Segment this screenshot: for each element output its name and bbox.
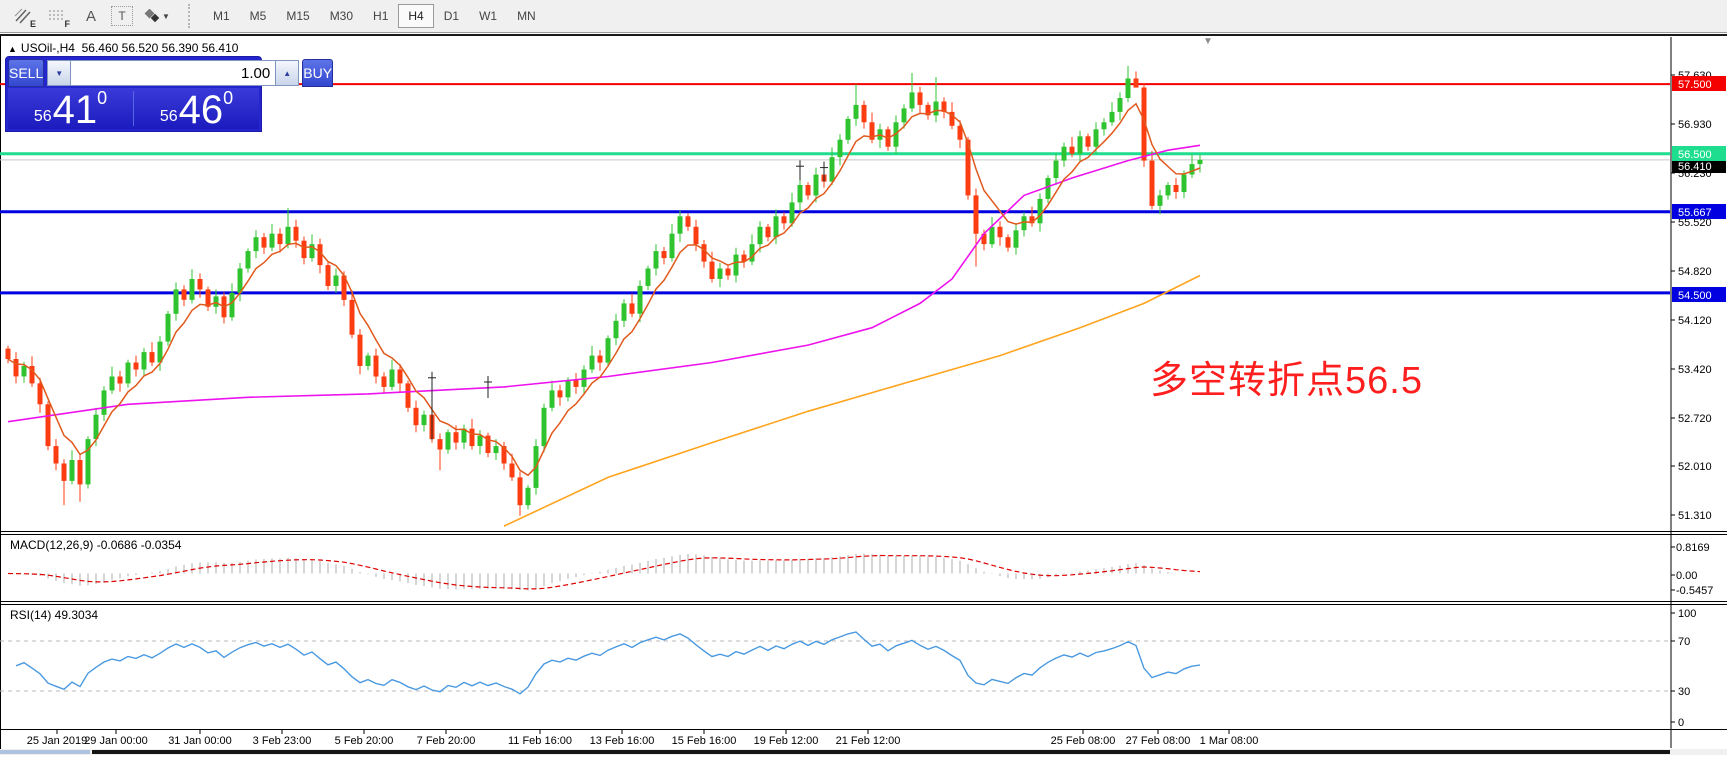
level-lines-and-candles: 57.63056.93056.23055.52054.82054.12053.4… xyxy=(0,37,1727,748)
svg-text:7 Feb 20:00: 7 Feb 20:00 xyxy=(417,735,476,747)
scrollbar-thumb[interactable] xyxy=(92,750,1670,754)
scrollbar-track[interactable] xyxy=(0,750,90,754)
toolbar-grip[interactable] xyxy=(188,4,195,28)
timeframe-buttons: M1 M5 M15 M30 H1 H4 D1 W1 MN xyxy=(203,4,546,28)
volume-increase-button[interactable]: ▲ xyxy=(275,60,300,86)
svg-text:0.8169: 0.8169 xyxy=(1676,542,1710,554)
svg-text:53.420: 53.420 xyxy=(1678,364,1712,376)
svg-text:-0.5457: -0.5457 xyxy=(1676,585,1713,597)
svg-text:19 Feb 12:00: 19 Feb 12:00 xyxy=(754,735,819,747)
shapes-tool-icon[interactable]: ▼ xyxy=(139,3,175,29)
svg-text:15 Feb 16:00: 15 Feb 16:00 xyxy=(672,735,737,747)
svg-text:56.410: 56.410 xyxy=(1678,161,1712,173)
volume-spinner: ▼ ▲ xyxy=(44,59,302,87)
timeframe-button-m1[interactable]: M1 xyxy=(213,9,230,23)
chart-left-border xyxy=(0,36,1,750)
chevron-down-icon: ▼ xyxy=(162,11,170,21)
svg-text:51.310: 51.310 xyxy=(1678,510,1712,522)
price-chart[interactable]: 57.63056.93056.23055.52054.82054.12053.4… xyxy=(0,35,1727,757)
one-click-trading-panel: SELL ▼ ▲ BUY 56 41 0 56 46 0 xyxy=(5,56,334,132)
svg-text:70: 70 xyxy=(1678,636,1690,648)
svg-text:0.00: 0.00 xyxy=(1676,570,1697,582)
ohlc-quotes: 56.460 56.520 56.390 56.410 xyxy=(81,41,239,55)
svg-text:21 Feb 12:00: 21 Feb 12:00 xyxy=(836,735,901,747)
timeframe-button-d1[interactable]: D1 xyxy=(443,9,460,23)
volume-decrease-button[interactable]: ▼ xyxy=(47,60,72,86)
svg-text:29 Jan 00:00: 29 Jan 00:00 xyxy=(84,735,148,747)
svg-text:54.500: 54.500 xyxy=(1678,290,1712,302)
svg-text:30: 30 xyxy=(1678,686,1690,698)
svg-text:13 Feb 16:00: 13 Feb 16:00 xyxy=(590,735,655,747)
svg-text:57.500: 57.500 xyxy=(1678,79,1712,91)
symbol-label: USOil-,H4 xyxy=(20,41,75,55)
chart-title: ▲ USOil-,H4 56.460 56.520 56.390 56.410 xyxy=(8,41,238,55)
buy-price[interactable]: 56 46 0 xyxy=(159,88,234,132)
autoscroll-indicator-icon[interactable]: ▼ xyxy=(1203,36,1213,47)
window-divider xyxy=(0,34,1727,36)
timeframe-button-h1[interactable]: H1 xyxy=(373,9,389,23)
svg-text:11 Feb 16:00: 11 Feb 16:00 xyxy=(508,735,572,747)
timeframe-button-w1[interactable]: W1 xyxy=(479,9,498,23)
channel-tool-icon[interactable]: E xyxy=(9,3,37,29)
svg-text:1 Mar 08:00: 1 Mar 08:00 xyxy=(1200,735,1259,747)
text-box-tool-icon[interactable]: T xyxy=(111,6,133,26)
timeframe-button-h4[interactable]: H4 xyxy=(398,4,434,28)
buy-button[interactable]: BUY xyxy=(302,59,334,87)
svg-text:54.120: 54.120 xyxy=(1678,315,1712,327)
toolbar: E F A T ▼ M1 M5 M15 M30 H1 H4 D1 W1 MN xyxy=(0,0,1727,33)
svg-text:27 Feb 08:00: 27 Feb 08:00 xyxy=(1126,735,1191,747)
svg-text:52.720: 52.720 xyxy=(1678,413,1712,425)
rsi-label: RSI(14) 49.3034 xyxy=(10,608,99,622)
volume-input[interactable] xyxy=(71,60,276,86)
sell-button[interactable]: SELL xyxy=(8,59,45,87)
timeframe-button-m5[interactable]: M5 xyxy=(249,9,267,23)
fibonacci-tool-icon[interactable]: F xyxy=(49,10,70,29)
svg-text:55.520: 55.520 xyxy=(1678,217,1712,229)
svg-text:52.010: 52.010 xyxy=(1678,461,1712,473)
svg-text:56.930: 56.930 xyxy=(1678,119,1712,131)
svg-text:31 Jan 00:00: 31 Jan 00:00 xyxy=(168,735,232,747)
timeframe-button-m15[interactable]: M15 xyxy=(286,9,310,23)
svg-text:54.820: 54.820 xyxy=(1678,266,1712,278)
svg-text:25 Feb 08:00: 25 Feb 08:00 xyxy=(1051,735,1116,747)
svg-text:5 Feb 20:00: 5 Feb 20:00 xyxy=(335,735,394,747)
collapse-icon[interactable]: ▲ xyxy=(8,44,17,54)
timeframe-button-mn[interactable]: MN xyxy=(517,9,536,23)
horizontal-scrollbar[interactable] xyxy=(0,749,1727,755)
text-label-tool-icon[interactable]: A xyxy=(85,7,96,25)
svg-text:100: 100 xyxy=(1678,608,1696,620)
svg-text:55.667: 55.667 xyxy=(1678,207,1712,219)
svg-text:25 Jan 2019: 25 Jan 2019 xyxy=(27,735,88,747)
chart-annotation: 多空转折点56.5 xyxy=(1150,360,1423,402)
timeframe-button-m30[interactable]: M30 xyxy=(329,9,354,23)
sell-price[interactable]: 56 41 0 xyxy=(33,88,108,132)
macd-label: MACD(12,26,9) -0.0686 -0.0354 xyxy=(10,538,182,552)
svg-text:56.500: 56.500 xyxy=(1678,149,1712,161)
svg-text:0: 0 xyxy=(1678,717,1684,729)
svg-text:3 Feb 23:00: 3 Feb 23:00 xyxy=(253,735,312,747)
